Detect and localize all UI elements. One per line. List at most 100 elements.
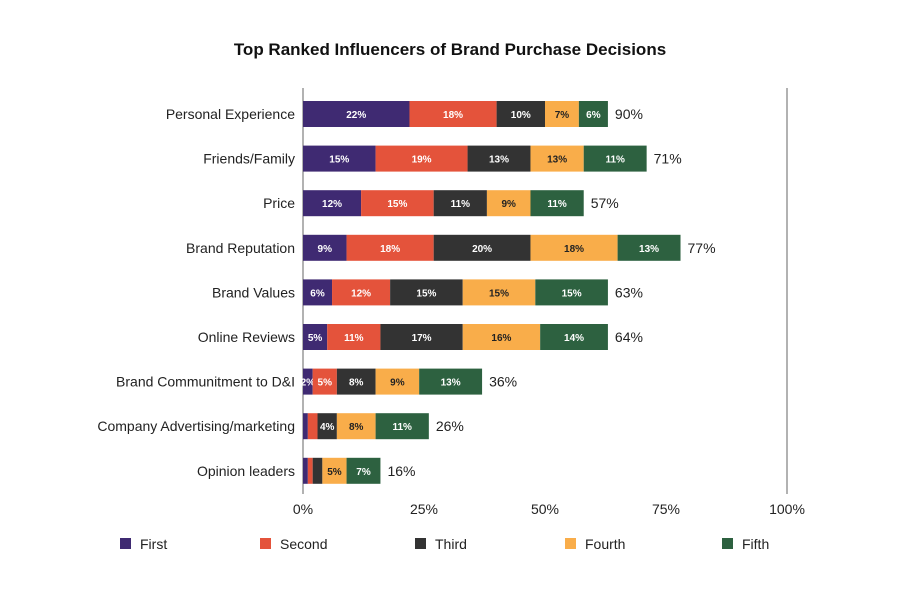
bar-segment-second xyxy=(312,368,337,395)
total-label: 77% xyxy=(688,240,716,256)
bar-segment-fifth xyxy=(535,279,608,306)
legend-swatch-first xyxy=(120,538,131,549)
legend-swatch-second xyxy=(260,538,271,549)
segment-label: 6% xyxy=(586,110,601,121)
segment-label: 9% xyxy=(318,244,333,255)
segment-label: 15% xyxy=(489,288,509,299)
bar-segment-second xyxy=(307,413,318,440)
bar-segment-fourth xyxy=(462,279,536,306)
segment-label: 7% xyxy=(356,467,371,478)
bar-segment-fourth xyxy=(530,234,618,261)
total-label: 36% xyxy=(489,374,517,390)
bar-segment-fifth xyxy=(346,457,381,484)
bar-segment-fifth xyxy=(583,145,647,172)
segment-label: 18% xyxy=(443,110,463,121)
segment-label: 9% xyxy=(390,378,405,389)
total-label: 16% xyxy=(387,463,415,479)
x-tick-label: 0% xyxy=(293,501,313,517)
bar-segment-third xyxy=(312,457,323,484)
segment-label: 9% xyxy=(501,199,516,210)
bar-segment-first xyxy=(303,101,410,127)
bar-segment-fourth xyxy=(336,413,376,440)
bar-segment-second xyxy=(332,279,391,306)
bar-segment-first xyxy=(303,145,376,172)
bar-segment-third xyxy=(317,413,337,440)
bar-segment-second xyxy=(361,190,434,217)
bar-segment-second xyxy=(409,101,497,127)
bar-segment-fourth xyxy=(322,457,347,484)
bar-segment-third xyxy=(380,324,463,350)
chart-title: Top Ranked Influencers of Brand Purchase… xyxy=(233,40,667,59)
bar-segment-first xyxy=(303,190,362,217)
category-label: Price xyxy=(263,195,295,211)
bar-segment-third xyxy=(433,190,487,217)
bar-segment-fourth xyxy=(530,145,584,172)
total-label: 26% xyxy=(436,418,464,434)
segment-label: 13% xyxy=(639,244,659,255)
x-tick-label: 75% xyxy=(652,501,680,517)
bar-segment-second xyxy=(327,324,381,350)
segment-label: 19% xyxy=(412,155,432,166)
category-label: Brand Communitment to D&I xyxy=(116,374,295,390)
segment-label: 13% xyxy=(547,155,567,166)
bar-segment-first xyxy=(303,457,308,484)
bar-segment-fifth xyxy=(540,324,608,350)
segment-label: 11% xyxy=(344,333,364,344)
segment-label: 5% xyxy=(327,467,342,478)
segment-label: 7% xyxy=(555,110,570,121)
category-label: Company Advertising/marketing xyxy=(97,418,295,434)
category-label: Online Reviews xyxy=(198,329,295,345)
bar-segment-third xyxy=(467,145,531,172)
segment-label: 10% xyxy=(511,110,531,121)
segment-label: 11% xyxy=(451,199,471,210)
segment-label: 11% xyxy=(547,199,567,210)
segment-label: 20% xyxy=(472,244,492,255)
bar-segment-third xyxy=(390,279,463,306)
bar-segment-first xyxy=(303,324,328,350)
segment-label: 8% xyxy=(349,422,364,433)
segment-label: 16% xyxy=(491,333,511,344)
segment-label: 22% xyxy=(346,110,366,121)
bar-segment-fifth xyxy=(578,101,608,127)
bar-segment-second xyxy=(307,457,313,484)
bar-segment-third xyxy=(336,368,376,395)
segment-label: 13% xyxy=(441,378,461,389)
segment-label: 18% xyxy=(380,244,400,255)
legend-swatch-third xyxy=(415,538,426,549)
bar-segment-third xyxy=(496,101,545,127)
bar-segment-first xyxy=(303,368,313,395)
segment-label: 14% xyxy=(564,333,584,344)
category-label: Brand Reputation xyxy=(186,240,295,256)
total-label: 71% xyxy=(654,151,682,167)
total-label: 57% xyxy=(591,195,619,211)
bar-segment-fifth xyxy=(617,234,681,261)
bar-segment-first xyxy=(303,234,347,261)
segment-label: 4% xyxy=(320,422,335,433)
segment-label: 11% xyxy=(392,422,412,433)
legend-label-second: Second xyxy=(280,536,327,552)
segment-label: 15% xyxy=(387,199,407,210)
bar-segment-fifth xyxy=(419,368,483,395)
segment-label: 15% xyxy=(416,288,436,299)
bar-segment-fifth xyxy=(375,413,429,440)
bar-segment-third xyxy=(433,234,531,261)
category-label: Brand Values xyxy=(212,284,295,300)
segment-label: 15% xyxy=(562,288,582,299)
segment-label: 12% xyxy=(351,288,371,299)
legend-label-fifth: Fifth xyxy=(742,536,769,552)
bar-segment-fourth xyxy=(375,368,420,395)
segment-label: 8% xyxy=(349,378,364,389)
total-label: 64% xyxy=(615,329,643,345)
segment-label: 17% xyxy=(412,333,432,344)
x-tick-label: 25% xyxy=(410,501,438,517)
bar-segment-fourth xyxy=(462,324,541,350)
bar-segment-fourth xyxy=(545,101,579,127)
bar-segment-first xyxy=(303,413,308,440)
total-label: 63% xyxy=(615,284,643,300)
segment-label: 6% xyxy=(310,288,325,299)
bar-segment-second xyxy=(375,145,468,172)
segment-label: 2% xyxy=(301,378,316,389)
legend-label-first: First xyxy=(140,536,167,552)
segment-label: 5% xyxy=(318,378,333,389)
